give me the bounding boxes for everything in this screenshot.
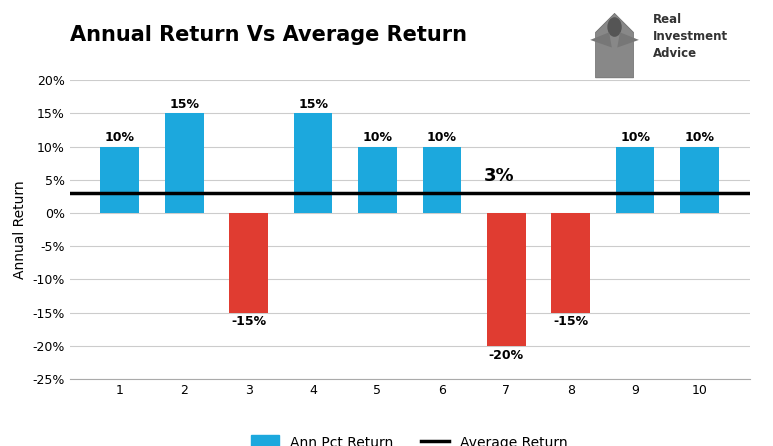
Bar — [423, 147, 461, 213]
Text: 10%: 10% — [685, 131, 714, 144]
Text: 15%: 15% — [169, 98, 199, 111]
Text: 10%: 10% — [427, 131, 457, 144]
Circle shape — [608, 18, 621, 36]
Text: -20%: -20% — [489, 349, 524, 362]
Bar — [358, 147, 397, 213]
Text: 15%: 15% — [298, 98, 328, 111]
Polygon shape — [618, 32, 639, 47]
Text: 10%: 10% — [620, 131, 650, 144]
Bar — [616, 147, 655, 213]
Y-axis label: Annual Return: Annual Return — [13, 180, 27, 279]
Polygon shape — [591, 32, 612, 47]
Text: -15%: -15% — [231, 315, 266, 328]
Bar — [165, 113, 203, 213]
Bar — [100, 147, 139, 213]
Bar — [551, 213, 590, 313]
Legend: Ann Pct Return, Average Return: Ann Pct Return, Average Return — [246, 430, 574, 446]
Polygon shape — [596, 13, 634, 78]
Text: 10%: 10% — [363, 131, 393, 144]
Bar — [294, 113, 332, 213]
Text: Real
Investment
Advice: Real Investment Advice — [653, 13, 728, 60]
Text: 10%: 10% — [105, 131, 135, 144]
Text: Annual Return Vs Average Return: Annual Return Vs Average Return — [70, 25, 467, 45]
Bar — [230, 213, 268, 313]
Text: 3%: 3% — [484, 167, 514, 185]
Text: -15%: -15% — [553, 315, 588, 328]
Bar — [487, 213, 526, 346]
Bar — [680, 147, 719, 213]
